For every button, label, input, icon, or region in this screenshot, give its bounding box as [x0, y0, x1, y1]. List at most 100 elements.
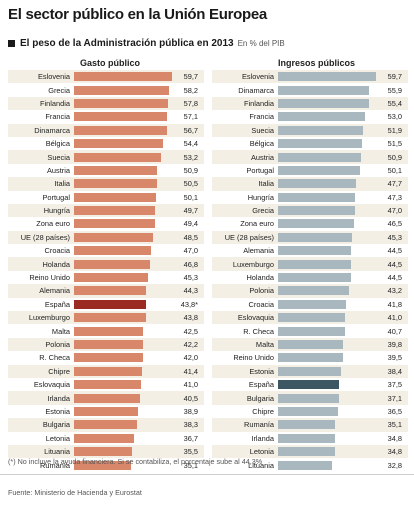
bar-track: [74, 393, 172, 403]
value-label: 59,7: [183, 72, 198, 82]
country-label: Lituania: [44, 447, 70, 457]
country-label: Francia: [45, 112, 70, 122]
bar: [278, 152, 362, 162]
value-label: 32,8: [387, 460, 402, 470]
bar-track: [74, 72, 172, 82]
value-label: 47,3: [387, 192, 402, 202]
unit-label: En % del PIB: [237, 39, 285, 48]
value-label: 50,9: [183, 165, 198, 175]
bar-row: Chipre 41,4: [8, 364, 204, 378]
country-label: Zona euro: [36, 219, 70, 229]
country-label: Portugal: [246, 165, 274, 175]
bar-track: [278, 447, 376, 457]
value-label: 44,3: [183, 286, 198, 296]
bar-row: Reino Unido 45,3: [8, 271, 204, 284]
value-label: 53,0: [387, 112, 402, 122]
country-label: Holanda: [246, 273, 274, 283]
country-label: Italia: [54, 179, 70, 189]
gasto-publico-chart: Gasto público Eslovenia 59,7 Grecia 58,2 Fin…: [8, 56, 204, 472]
bar-track: [74, 380, 172, 390]
value-label: 48,5: [183, 232, 198, 242]
country-label: España: [44, 299, 70, 309]
bar: [74, 152, 161, 162]
country-label: Malta: [255, 340, 274, 349]
bar-track: [278, 380, 376, 390]
value-label: 35,1: [183, 460, 198, 470]
country-label: UE (28 países): [20, 232, 70, 242]
bar: [74, 286, 147, 296]
bar: [278, 366, 341, 376]
bar-track: [74, 460, 172, 470]
bar-row: Reino Unido 39,5: [212, 351, 408, 364]
value-label: 57,8: [183, 98, 198, 108]
country-label: Eslovenia: [37, 72, 70, 82]
value-label: 34,8: [387, 447, 402, 457]
value-label: 37,5: [387, 380, 402, 390]
ingresos-publicos-chart: Ingresos públicos Eslovenia 59,7 Dinamarca…: [212, 56, 408, 472]
bar-track: [278, 393, 376, 403]
bar-row: Croacia 47,0: [8, 244, 204, 257]
bar: [278, 380, 340, 390]
value-label: 50,5: [183, 179, 198, 189]
bar-row: Francia 53,0: [212, 110, 408, 123]
bar: [278, 179, 356, 189]
country-label: Italia: [258, 179, 274, 189]
bar-row: Italia 50,5: [8, 177, 204, 191]
bar-track: [74, 192, 172, 202]
value-label: 44,5: [387, 259, 402, 269]
bar-track: [278, 299, 376, 309]
value-label: 41,0: [387, 313, 402, 323]
bar-row: Eslovenia 59,7: [8, 70, 204, 84]
bar-track: [278, 125, 376, 135]
value-label: 42,0: [183, 353, 198, 363]
bar-row: Malta 39,8: [212, 337, 408, 352]
bar-track: [74, 286, 172, 296]
bar: [278, 460, 332, 470]
bar-row: Croacia 41,8: [212, 298, 408, 311]
bar: [74, 460, 132, 470]
country-label: Reino Unido: [233, 353, 274, 363]
country-label: Bulgaria: [42, 420, 70, 430]
value-label: 43,2: [387, 286, 402, 296]
bar-row: R. Checa 42,0: [8, 351, 204, 364]
bar-track: [278, 433, 376, 443]
bar: [278, 393, 339, 403]
bar-track: [278, 406, 376, 416]
bar-row: Grecia 47,0: [212, 203, 408, 218]
bar: [74, 380, 141, 390]
bar-row: Portugal 50,1: [8, 191, 204, 204]
country-label: España: [248, 380, 274, 390]
bar-track: [74, 313, 172, 323]
country-label: Croacia: [248, 299, 274, 309]
value-label: 49,7: [183, 206, 198, 216]
country-label: Estonia: [45, 406, 70, 416]
value-label: 50,9: [387, 152, 402, 162]
bar: [74, 98, 169, 108]
bar-track: [74, 246, 172, 256]
value-label: 47,0: [387, 206, 402, 216]
value-label: 51,5: [387, 139, 402, 149]
bar-row: Chipre 36,5: [212, 405, 408, 418]
bar: [74, 206, 156, 216]
country-label: Bélgica: [45, 139, 70, 149]
value-label: 40,7: [387, 326, 402, 336]
bar-track: [278, 112, 376, 122]
bar-row: Estonia 38,4: [212, 364, 408, 378]
bar: [278, 420, 336, 430]
bar-track: [74, 340, 172, 349]
bar-row: Bélgica 54,4: [8, 137, 204, 150]
bar-track: [278, 72, 376, 82]
country-label: Luxemburgo: [232, 259, 274, 269]
bar: [74, 313, 146, 323]
country-label: Polonia: [249, 286, 274, 296]
bar-track: [278, 206, 376, 216]
bar-track: [74, 433, 172, 443]
bar-track: [74, 179, 172, 189]
bar-row: Finlandia 55,4: [212, 96, 408, 111]
page-title: El sector público en la Unión Europea: [8, 6, 267, 23]
bar: [74, 393, 141, 403]
country-label: Grecia: [252, 206, 274, 216]
value-label: 59,7: [387, 72, 402, 82]
value-label: 50,1: [183, 192, 198, 202]
bar: [74, 447, 132, 457]
